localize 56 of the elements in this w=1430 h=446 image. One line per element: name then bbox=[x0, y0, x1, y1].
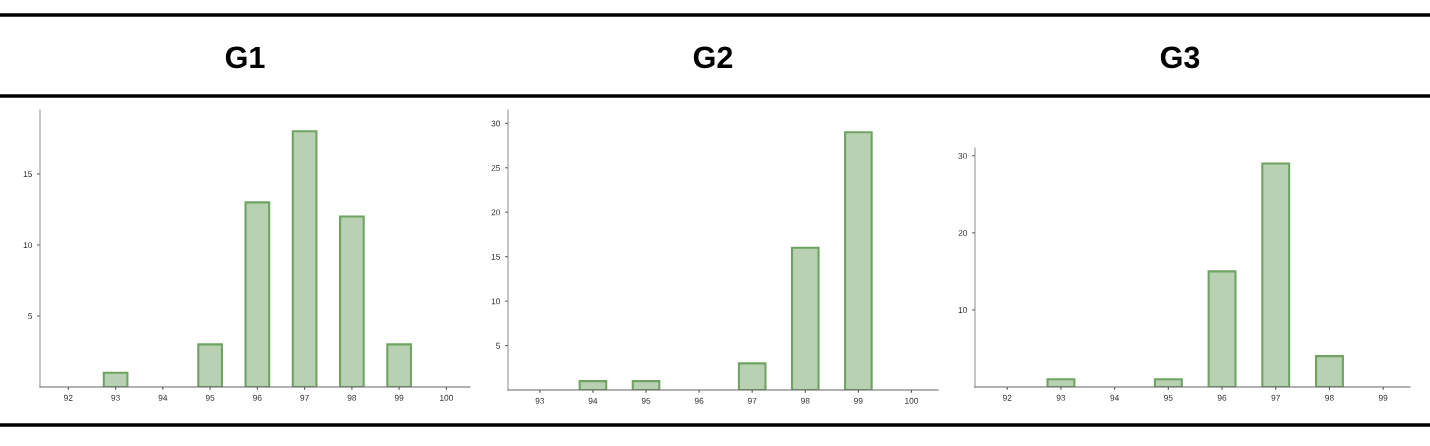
x-tick-label: 99 bbox=[1378, 394, 1388, 401]
y-tick-label: 10 bbox=[23, 242, 33, 249]
x-tick-label: 93 bbox=[111, 394, 120, 401]
y-tick-label: 15 bbox=[23, 171, 33, 178]
x-tick-label: 100 bbox=[440, 394, 453, 401]
bar bbox=[1046, 378, 1076, 387]
x-tick-label: 99 bbox=[394, 394, 404, 401]
x-tick-label: 98 bbox=[1325, 394, 1334, 401]
x-tick-label: 95 bbox=[641, 397, 651, 404]
x-tick-label: 93 bbox=[1056, 394, 1066, 401]
x-tick-label: 92 bbox=[64, 394, 73, 401]
bar bbox=[1314, 355, 1344, 387]
bar bbox=[102, 371, 129, 387]
y-tick-label: 10 bbox=[491, 298, 501, 305]
x-tick-label: 96 bbox=[253, 394, 262, 401]
bar bbox=[291, 130, 318, 387]
x-tick-label: 99 bbox=[854, 397, 863, 404]
x-tick-label: 98 bbox=[347, 394, 357, 401]
y-tick-label: 5 bbox=[28, 313, 33, 320]
bar bbox=[1207, 270, 1237, 387]
x-tick-label: 94 bbox=[588, 397, 598, 404]
y-tick-label: 15 bbox=[491, 253, 501, 260]
x-tick-label: 93 bbox=[535, 397, 545, 404]
y-tick-label: 20 bbox=[958, 230, 968, 236]
x-tick-label: 98 bbox=[801, 397, 810, 404]
chart-title: G3 bbox=[1160, 46, 1200, 69]
bar bbox=[631, 380, 661, 390]
x-tick-label: 97 bbox=[1271, 394, 1280, 401]
x-tick-label: 96 bbox=[1217, 394, 1227, 401]
x-tick-label: 96 bbox=[694, 397, 704, 404]
bar bbox=[1153, 378, 1183, 387]
bar bbox=[1261, 162, 1291, 387]
y-tick-label: 10 bbox=[958, 307, 968, 313]
chart-title: G2 bbox=[693, 46, 733, 69]
bar bbox=[790, 246, 820, 390]
bar bbox=[197, 343, 223, 387]
x-tick-label: 94 bbox=[1110, 394, 1120, 401]
bar bbox=[844, 131, 873, 390]
x-tick-label: 95 bbox=[1164, 394, 1173, 401]
bar bbox=[339, 215, 365, 387]
y-tick-label: 30 bbox=[958, 152, 968, 159]
y-tick-label: 30 bbox=[491, 120, 501, 127]
x-tick-label: 95 bbox=[205, 394, 215, 401]
bar bbox=[386, 343, 412, 387]
x-tick-label: 97 bbox=[747, 397, 757, 404]
bar bbox=[737, 362, 767, 390]
x-tick-label: 100 bbox=[905, 397, 919, 404]
y-tick-label: 20 bbox=[491, 209, 501, 216]
y-tick-label: 25 bbox=[491, 164, 501, 171]
y-tick-label: 5 bbox=[496, 342, 501, 349]
x-tick-label: 92 bbox=[1002, 394, 1012, 401]
bar bbox=[578, 380, 608, 390]
x-tick-label: 94 bbox=[158, 394, 168, 401]
x-tick-label: 97 bbox=[300, 394, 309, 401]
bar bbox=[244, 201, 271, 387]
chart-title: G1 bbox=[225, 46, 265, 69]
